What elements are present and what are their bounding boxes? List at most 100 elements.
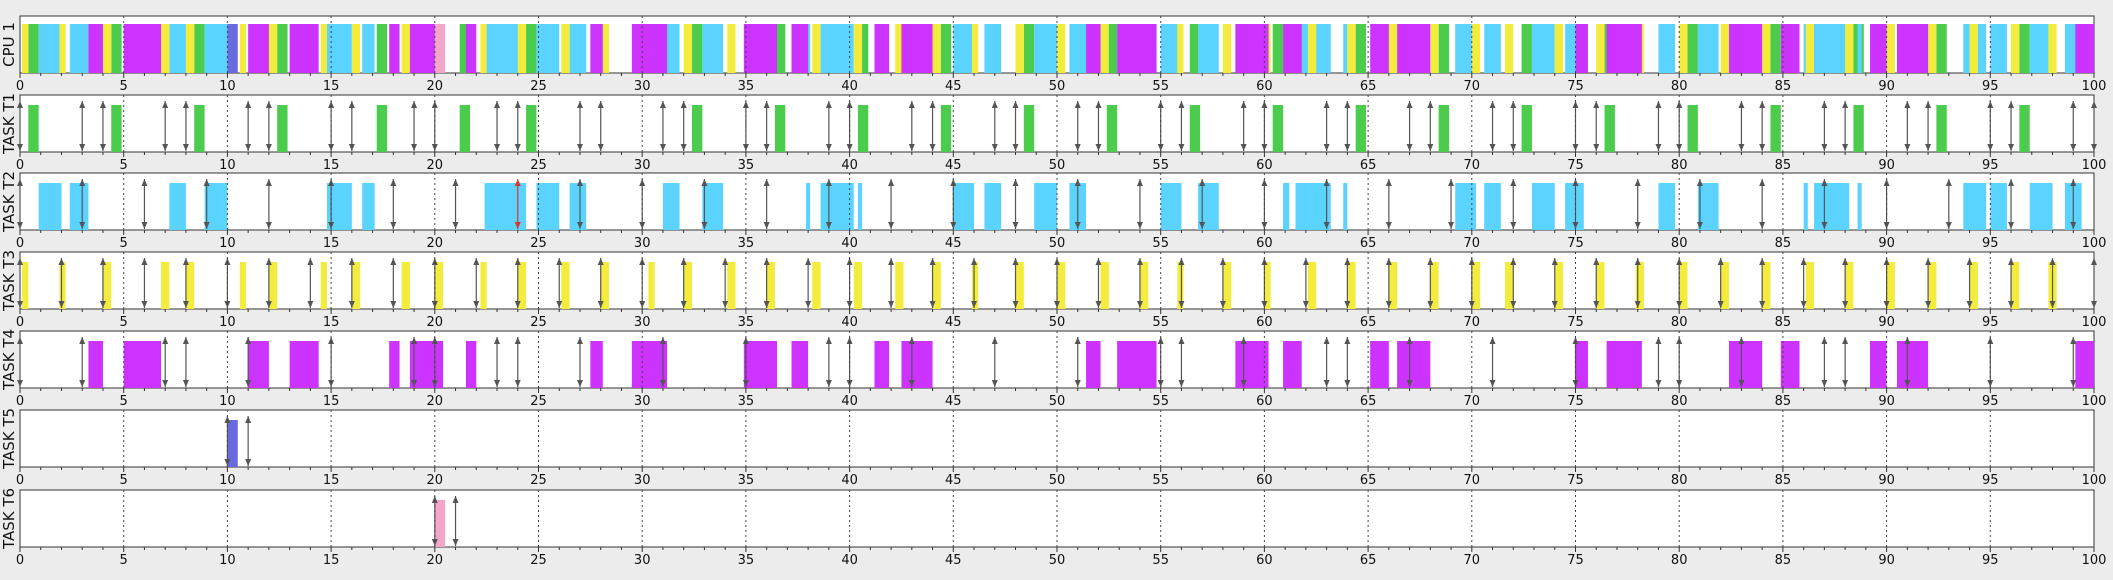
task-bar bbox=[1521, 105, 1532, 152]
arrow-head-up bbox=[825, 337, 832, 344]
arrow-head-down bbox=[701, 222, 708, 229]
arrow-head-down bbox=[411, 144, 418, 151]
arrow-head-down bbox=[1759, 222, 1766, 229]
arrow-head-up bbox=[1800, 258, 1807, 265]
arrow-head-down bbox=[1676, 380, 1683, 387]
task-bar bbox=[1658, 183, 1676, 230]
arrow-head-down bbox=[1655, 144, 1662, 151]
arrow-head-down bbox=[1842, 380, 1849, 387]
tick-label: 60 bbox=[1256, 158, 1273, 173]
arrow-head-up bbox=[328, 179, 335, 186]
arrow-head-up bbox=[991, 337, 998, 344]
arrow-head-down bbox=[1489, 380, 1496, 387]
arrow-head-down bbox=[991, 380, 998, 387]
arrow-head-up bbox=[79, 179, 86, 186]
arrow-head-up bbox=[1054, 258, 1060, 265]
task-bar bbox=[1100, 262, 1109, 309]
task-bar bbox=[2029, 183, 2053, 230]
task-bar bbox=[268, 262, 278, 309]
arrow-head-down bbox=[1987, 380, 1994, 387]
cpu-bar bbox=[691, 24, 703, 73]
cpu-bar bbox=[590, 24, 603, 73]
arrow-head-down bbox=[224, 301, 231, 308]
arrow-head-up bbox=[742, 337, 749, 344]
arrow-head-up bbox=[1634, 179, 1641, 186]
task-bar bbox=[1720, 262, 1729, 309]
arrow-head-down bbox=[494, 380, 501, 387]
tick-label: 100 bbox=[2082, 473, 2107, 488]
tick-label: 75 bbox=[1567, 158, 1584, 173]
cpu-bar bbox=[351, 24, 361, 73]
arrow-head-down bbox=[1738, 380, 1745, 387]
task-bar bbox=[1272, 105, 1284, 152]
arrow-head-up bbox=[763, 258, 770, 265]
task-bar bbox=[434, 262, 444, 309]
arrow-head-down bbox=[514, 380, 521, 387]
arrow-head-up bbox=[1302, 258, 1309, 265]
cpu-bar bbox=[239, 24, 247, 73]
arrow-head-down bbox=[1883, 222, 1890, 229]
cpu-bar bbox=[268, 24, 278, 73]
task-bar bbox=[1106, 105, 1118, 152]
arrow-head-down bbox=[17, 301, 23, 308]
arrow-head-up bbox=[17, 179, 23, 186]
arrow-head-up bbox=[79, 101, 86, 108]
cpu-bar bbox=[1936, 24, 1947, 73]
arrow-head-down bbox=[2008, 222, 2015, 229]
cpu-bar bbox=[1100, 24, 1109, 73]
cpu-bar bbox=[853, 24, 863, 73]
cpu-bar bbox=[1117, 24, 1157, 73]
arrow-head-down bbox=[888, 222, 895, 229]
arrow-head-up bbox=[1489, 101, 1496, 108]
arrow-head-down bbox=[473, 301, 480, 308]
arrow-head-down bbox=[1054, 301, 1060, 308]
tick-label: 70 bbox=[1464, 79, 1481, 94]
arrow-head-up bbox=[846, 258, 853, 265]
cpu-bar bbox=[683, 24, 692, 73]
cpu-bar bbox=[2048, 24, 2057, 73]
arrow-head-down bbox=[1842, 301, 1849, 308]
task-bar bbox=[320, 262, 327, 309]
arrow-head-down bbox=[1157, 144, 1164, 151]
cpu-bar bbox=[28, 24, 39, 73]
cpu-bar bbox=[169, 24, 186, 73]
arrow-head-up bbox=[1178, 258, 1185, 265]
tick-label: 30 bbox=[634, 473, 651, 488]
arrow-head-down bbox=[1157, 380, 1164, 387]
tick-label: 95 bbox=[1982, 394, 1999, 409]
tick-label: 0 bbox=[16, 315, 24, 330]
cpu-bar bbox=[194, 24, 205, 73]
arrow-head-down bbox=[1510, 222, 1517, 229]
task-bar bbox=[1635, 262, 1644, 309]
task-bar bbox=[702, 183, 724, 230]
cpu-bar bbox=[227, 24, 238, 73]
arrow-head-up bbox=[1676, 101, 1683, 108]
cpu-bar bbox=[161, 24, 170, 73]
arrow-head-down bbox=[576, 380, 583, 387]
task-bar bbox=[536, 183, 560, 230]
tick-label: 5 bbox=[120, 553, 128, 568]
arrow-head-up bbox=[182, 258, 189, 265]
tick-label: 30 bbox=[634, 158, 651, 173]
arrow-head-up bbox=[1406, 337, 1413, 344]
arrow-head-down bbox=[328, 144, 335, 151]
arrow-head-up bbox=[1696, 179, 1703, 186]
task-bar bbox=[22, 262, 29, 309]
arrow-head-down bbox=[2091, 144, 2097, 151]
cpu-bar bbox=[1857, 24, 1862, 73]
task-bar bbox=[111, 105, 122, 152]
task-bar bbox=[1504, 262, 1514, 309]
arrow-head-down bbox=[825, 380, 832, 387]
tick-label: 50 bbox=[1049, 553, 1066, 568]
arrow-head-up bbox=[1074, 179, 1081, 186]
task-bar bbox=[901, 341, 933, 388]
arrow-head-up bbox=[701, 179, 708, 186]
task-bar bbox=[1264, 262, 1271, 309]
arrow-head-up bbox=[597, 101, 604, 108]
arrow-head-down bbox=[576, 144, 583, 151]
tick-label: 10 bbox=[219, 473, 236, 488]
tick-label: 70 bbox=[1464, 158, 1481, 173]
arrow-head-down bbox=[1966, 301, 1973, 308]
arrow-head-down bbox=[1759, 301, 1766, 308]
cpu-bar bbox=[289, 24, 319, 73]
